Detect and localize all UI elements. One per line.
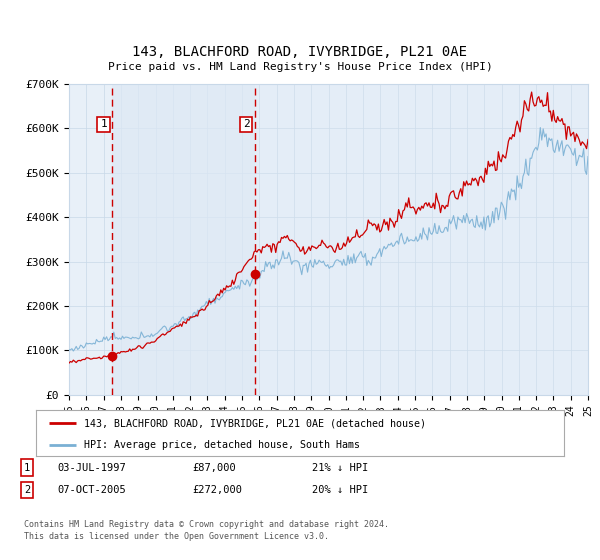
Text: 20% ↓ HPI: 20% ↓ HPI — [312, 485, 368, 495]
Text: 143, BLACHFORD ROAD, IVYBRIDGE, PL21 0AE: 143, BLACHFORD ROAD, IVYBRIDGE, PL21 0AE — [133, 45, 467, 59]
Text: 143, BLACHFORD ROAD, IVYBRIDGE, PL21 0AE (detached house): 143, BLACHFORD ROAD, IVYBRIDGE, PL21 0AE… — [83, 418, 425, 428]
Text: 2: 2 — [243, 119, 250, 129]
Text: 03-JUL-1997: 03-JUL-1997 — [57, 463, 126, 473]
Text: £272,000: £272,000 — [192, 485, 242, 495]
Text: 07-OCT-2005: 07-OCT-2005 — [57, 485, 126, 495]
Text: £87,000: £87,000 — [192, 463, 236, 473]
Text: 2: 2 — [24, 485, 30, 495]
Text: 1: 1 — [100, 119, 107, 129]
Text: 1: 1 — [24, 463, 30, 473]
Text: Contains HM Land Registry data © Crown copyright and database right 2024.
This d: Contains HM Land Registry data © Crown c… — [24, 520, 389, 541]
Text: HPI: Average price, detached house, South Hams: HPI: Average price, detached house, Sout… — [83, 440, 359, 450]
Text: 21% ↓ HPI: 21% ↓ HPI — [312, 463, 368, 473]
Bar — [255, 84, 588, 395]
Bar — [112, 84, 255, 395]
Text: Price paid vs. HM Land Registry's House Price Index (HPI): Price paid vs. HM Land Registry's House … — [107, 62, 493, 72]
